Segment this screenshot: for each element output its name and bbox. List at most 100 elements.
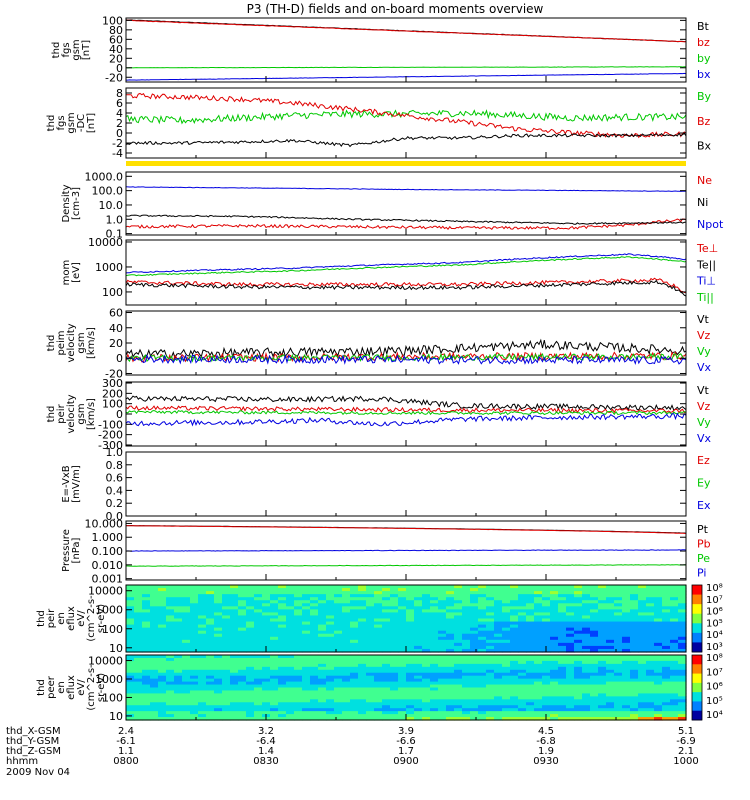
spectrogram-cell	[334, 600, 343, 604]
spectrogram-cell	[382, 606, 391, 610]
spectrogram-cell	[246, 684, 255, 689]
spectrogram-cell	[438, 615, 447, 620]
spectrogram-cell	[198, 645, 207, 650]
spectrogram-cell	[246, 618, 255, 623]
spectrogram-cell	[158, 687, 167, 692]
spectrogram-cell	[646, 615, 655, 620]
spectrogram-cell	[342, 681, 351, 686]
spectrogram-cell	[150, 669, 159, 674]
spectrogram-cell	[622, 678, 631, 683]
spectrogram-cell	[206, 639, 215, 644]
spectrogram-cell	[206, 594, 215, 598]
spectrogram-cell	[606, 699, 615, 703]
spectrogram-cell	[430, 624, 439, 629]
spectrogram-cell	[510, 705, 519, 709]
spectrogram-cell	[510, 594, 519, 598]
spectrogram-cell	[326, 675, 335, 680]
spectrogram-cell	[398, 711, 407, 715]
spectrogram-cell	[174, 591, 183, 595]
spectrogram-cell	[446, 669, 455, 674]
spectrogram-cell	[670, 705, 679, 709]
spectrogram-cell	[550, 687, 559, 692]
spectrogram-cell	[606, 606, 615, 610]
y-tick-label: 0.001	[92, 573, 124, 586]
spectrogram-cell	[390, 717, 399, 721]
spectrogram-cell	[590, 588, 599, 592]
spectrogram-cell	[366, 624, 375, 629]
spectrogram-cell	[214, 702, 223, 706]
spectrogram-cell	[558, 705, 567, 709]
colorbar-label: 10⁸	[706, 653, 723, 664]
spectrogram-cell	[654, 675, 663, 680]
spectrogram-cell	[342, 615, 351, 620]
spectrogram-cell	[230, 675, 239, 680]
spectrogram-cell	[270, 693, 279, 697]
spectrogram-cell	[526, 618, 535, 623]
spectrogram-cell	[246, 708, 255, 712]
spectrogram-cell	[662, 693, 671, 697]
spectrogram-cell	[534, 639, 543, 644]
spectrogram-cell	[206, 606, 215, 610]
spectrogram-cell	[158, 615, 167, 620]
spectrogram-cell	[190, 594, 199, 598]
spectrogram-cell	[406, 609, 415, 614]
spectrogram-cell	[190, 636, 199, 641]
y-tick-label: 100.0	[92, 185, 124, 198]
spectrogram-cell	[246, 639, 255, 644]
spectrogram-cell	[502, 648, 511, 653]
spectrogram-cell	[270, 591, 279, 595]
spectrogram-cell	[246, 693, 255, 697]
spectrogram-cell	[446, 618, 455, 623]
spectrogram-cell	[310, 609, 319, 614]
spectrogram-cell	[438, 603, 447, 607]
spectrogram-cell	[638, 621, 647, 626]
spectrogram-cell	[646, 612, 655, 617]
spectrogram-cell	[446, 639, 455, 644]
spectrogram-cell	[174, 655, 183, 659]
spectrogram-cell	[406, 612, 415, 617]
spectrogram-cell	[670, 603, 679, 607]
spectrogram-cell	[390, 612, 399, 617]
spectrogram-cell	[206, 630, 215, 635]
y-axis-title-line: eflux	[66, 675, 77, 700]
spectrogram-cell	[590, 655, 599, 659]
spectrogram-cell	[406, 672, 415, 677]
y-axis-title: thd fgs gsm -DC [nT]	[46, 112, 97, 133]
spectrogram-cell	[494, 717, 503, 721]
spectrogram-cell	[558, 636, 567, 641]
ephemeris-value: -6.9	[676, 736, 696, 747]
spectrogram-cell	[430, 702, 439, 706]
spectrogram-cell	[350, 687, 359, 692]
spectrogram-cell	[126, 642, 135, 647]
spectrogram-cell	[214, 648, 223, 653]
y-tick-label: 0	[116, 352, 123, 365]
spectrogram-cell	[302, 615, 311, 620]
spectrogram-cell	[478, 684, 487, 689]
spectrogram-cell	[670, 714, 679, 718]
spectrogram-cell	[542, 609, 551, 614]
spectrogram-cell	[614, 681, 623, 686]
spectrogram-cell	[278, 696, 287, 700]
spectrogram-cell	[206, 585, 215, 589]
spectrogram-cell	[198, 594, 207, 598]
spectrogram-cell	[334, 690, 343, 695]
spectrogram-cell	[310, 615, 319, 620]
spectrogram-cell	[350, 585, 359, 589]
spectrogram-cell	[334, 612, 343, 617]
spectrogram-cell	[278, 603, 287, 607]
spectrogram-cell	[310, 657, 319, 662]
spectrogram-cell	[550, 585, 559, 589]
spectrogram-cell	[478, 696, 487, 700]
y-axis-title-line: peim	[56, 330, 67, 355]
spectrogram-cell	[670, 711, 679, 715]
spectrogram-cell	[358, 609, 367, 614]
spectrogram-cell	[126, 621, 135, 626]
spectrogram-cell	[286, 655, 295, 659]
spectrogram-cell	[214, 615, 223, 620]
spectrogram-cell	[134, 681, 143, 686]
spectrogram-cell	[430, 684, 439, 689]
spectrogram-cell	[390, 624, 399, 629]
spectrogram-cell	[558, 708, 567, 712]
spectrogram-cell	[582, 672, 591, 677]
